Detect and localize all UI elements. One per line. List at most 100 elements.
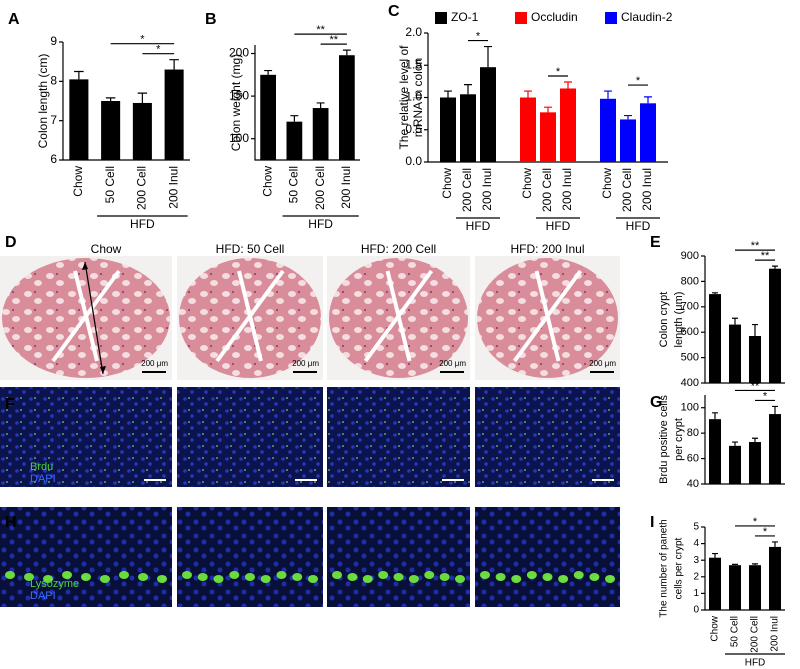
error-bar bbox=[74, 70, 84, 80]
y-tick-label: 150 bbox=[229, 88, 249, 102]
x-tick-label: Chow bbox=[710, 615, 721, 641]
paneth-signal bbox=[213, 575, 224, 583]
error-bar bbox=[732, 563, 738, 566]
panel-letter: G bbox=[650, 394, 662, 411]
error-bar bbox=[169, 59, 179, 70]
y-tick-label: 9 bbox=[50, 34, 57, 48]
y-axis-label: cells per crypt bbox=[674, 537, 685, 599]
y-tick-label: 2.0 bbox=[405, 25, 422, 39]
error-bar bbox=[484, 45, 492, 68]
error-bar bbox=[264, 69, 273, 75]
paneth-signal bbox=[197, 573, 208, 581]
paneth-signal bbox=[62, 571, 72, 579]
scale-label: 200 μm bbox=[141, 359, 168, 368]
lysozyme-image bbox=[475, 507, 620, 607]
y-tick-label: 4 bbox=[693, 538, 699, 549]
group-label: HFD bbox=[308, 217, 333, 231]
bar bbox=[480, 67, 496, 162]
paneth-signal bbox=[182, 571, 192, 579]
x-tick-label: 200 Inul bbox=[560, 168, 574, 211]
sig-label: * bbox=[763, 390, 768, 402]
paneth-signal bbox=[378, 571, 389, 579]
crypt-arrow bbox=[84, 261, 104, 375]
scale-label: 200 μm bbox=[439, 359, 466, 368]
error-bar bbox=[444, 90, 452, 98]
sig-label: * bbox=[636, 75, 641, 87]
paneth-signal bbox=[393, 573, 404, 581]
error-bar bbox=[732, 441, 738, 446]
error-bar bbox=[316, 102, 325, 109]
sig-label: * bbox=[156, 44, 161, 56]
y-axis-label: length (μm) bbox=[673, 292, 685, 348]
group-label: HFD bbox=[546, 219, 571, 233]
stain-label: Brdu bbox=[30, 461, 53, 473]
paneth-signal bbox=[424, 571, 435, 579]
y-tick-label: 5 bbox=[693, 522, 699, 533]
paneth-signal bbox=[408, 575, 419, 583]
bar bbox=[749, 565, 761, 610]
group-label: HFD bbox=[130, 217, 155, 231]
panel-letter: E bbox=[650, 234, 661, 251]
panel-letter: A bbox=[8, 11, 20, 28]
paneth-signal bbox=[24, 573, 34, 581]
x-tick-label: 200 Cell bbox=[620, 168, 634, 212]
brdu-image bbox=[0, 387, 172, 487]
paneth-signal bbox=[308, 575, 318, 583]
legend-swatch bbox=[605, 12, 617, 24]
y-axis-label: The relative level of bbox=[397, 45, 411, 150]
y-axis-label: Colon weight (mg) bbox=[229, 54, 243, 151]
error-bar bbox=[712, 292, 718, 295]
y-tick-label: 800 bbox=[681, 275, 699, 287]
paneth-signal bbox=[5, 571, 15, 579]
panel-letter: D bbox=[5, 234, 17, 251]
bar bbox=[769, 546, 781, 610]
error-bar bbox=[105, 97, 116, 101]
lumen bbox=[534, 270, 550, 317]
sig-label: * bbox=[763, 526, 768, 538]
paneth-signal bbox=[332, 571, 342, 579]
lumen bbox=[396, 315, 412, 362]
bar bbox=[560, 88, 576, 162]
bar bbox=[540, 112, 556, 162]
x-tick-label: 200 Inul bbox=[770, 616, 781, 652]
brdu-image bbox=[475, 387, 620, 487]
x-tick-label: 200 Inul bbox=[480, 168, 494, 211]
paneth-signal bbox=[157, 575, 167, 583]
y-axis-label: Colon length (cm) bbox=[36, 54, 50, 149]
bar bbox=[709, 557, 721, 610]
paneth-signal bbox=[81, 573, 91, 581]
paneth-signal bbox=[495, 573, 506, 581]
error-bar bbox=[464, 84, 472, 95]
sig-label: ** bbox=[751, 380, 760, 392]
y-tick-label: 3 bbox=[693, 555, 699, 566]
x-tick-label: 50 Cell bbox=[287, 166, 301, 203]
paneth-signal bbox=[589, 573, 600, 581]
x-tick-label: 200 Inul bbox=[339, 166, 353, 209]
panel-letter: H bbox=[5, 514, 17, 531]
paneth-signal bbox=[439, 573, 450, 581]
lumen bbox=[396, 269, 434, 318]
sig-label: ** bbox=[751, 240, 760, 252]
error-bar bbox=[772, 541, 778, 547]
x-tick-label: 200 Cell bbox=[135, 166, 149, 210]
y-axis-label: per crypt bbox=[673, 418, 685, 461]
y-tick-label: 100 bbox=[681, 402, 699, 414]
lumen bbox=[545, 315, 561, 362]
y-tick-label: 2 bbox=[693, 571, 699, 582]
error-bar bbox=[752, 563, 758, 566]
paneth-signal bbox=[260, 575, 271, 583]
y-tick-label: 1.0 bbox=[405, 90, 422, 104]
lumen bbox=[51, 314, 88, 363]
stain-label: DAPI bbox=[30, 473, 56, 485]
y-tick-label: 600 bbox=[681, 326, 699, 338]
paneth-signal bbox=[43, 575, 53, 583]
error-bar bbox=[772, 405, 778, 415]
legend-swatch bbox=[515, 12, 527, 24]
bar bbox=[729, 324, 741, 383]
y-tick-label: 100 bbox=[229, 131, 249, 145]
scale-label: 200 μm bbox=[292, 359, 319, 368]
lumen bbox=[248, 315, 263, 362]
y-tick-label: 60 bbox=[687, 452, 699, 464]
bar bbox=[709, 419, 721, 484]
